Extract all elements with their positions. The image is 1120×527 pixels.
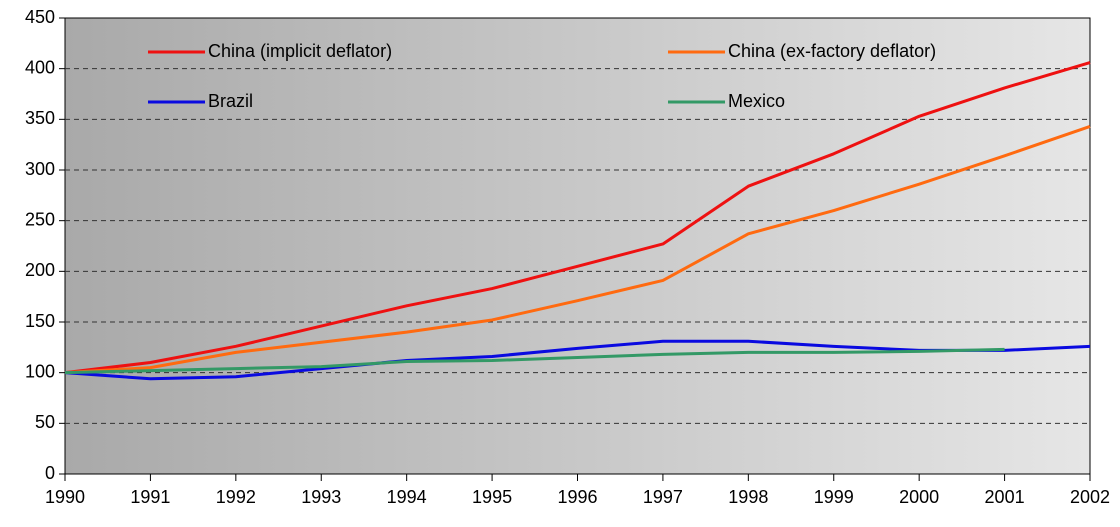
x-tick-label: 1990 (45, 487, 85, 507)
y-tick-label: 250 (25, 209, 55, 229)
x-tick-label: 1997 (643, 487, 683, 507)
x-tick-label: 1999 (814, 487, 854, 507)
y-tick-label: 50 (35, 412, 55, 432)
y-tick-label: 150 (25, 311, 55, 331)
series-line (64, 347, 1005, 375)
x-tick-label: 1995 (472, 487, 512, 507)
y-tick-label: 400 (25, 57, 55, 77)
y-tick-label: 350 (25, 108, 55, 128)
x-tick-label: 1994 (387, 487, 427, 507)
x-tick-label: 2000 (899, 487, 939, 507)
legend-label: China (implicit deflator) (208, 41, 392, 61)
series-line (64, 125, 1091, 375)
y-tick-label: 200 (25, 260, 55, 280)
series-line (64, 61, 1091, 375)
plot-area (64, 17, 1091, 475)
x-tick-label: 2001 (985, 487, 1025, 507)
legend-label: Brazil (208, 91, 253, 111)
x-tick-label: 2002 (1070, 487, 1110, 507)
x-tick-label: 1993 (301, 487, 341, 507)
legend-label: Mexico (728, 91, 785, 111)
x-tick-label: 1991 (130, 487, 170, 507)
y-tick-label: 100 (25, 361, 55, 381)
x-tick-label: 1998 (728, 487, 768, 507)
x-tick-label: 1992 (216, 487, 256, 507)
y-tick-label: 300 (25, 159, 55, 179)
legend-label: China (ex-factory deflator) (728, 41, 936, 61)
y-tick-label: 0 (45, 463, 55, 483)
y-tick-label: 450 (25, 7, 55, 27)
x-tick-label: 1996 (557, 487, 597, 507)
